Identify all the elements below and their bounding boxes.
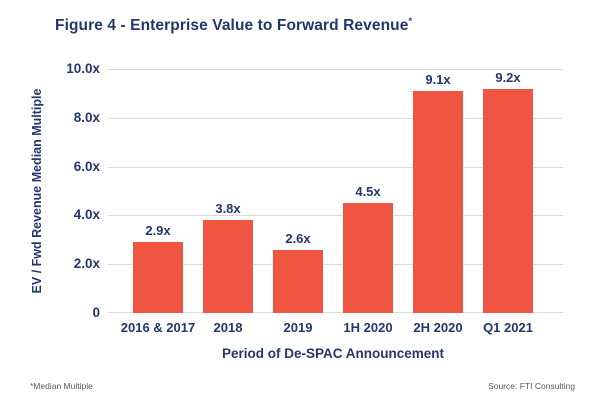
gridline	[108, 117, 563, 119]
gridline	[108, 264, 563, 266]
chart-title-superscript: *	[408, 16, 413, 26]
gridline	[108, 312, 563, 313]
x-tick-label: Q1 2021	[483, 320, 533, 335]
gridline	[108, 69, 563, 70]
bar	[483, 88, 533, 313]
y-tick-label: 6.0x	[73, 158, 100, 174]
x-axis-title: Period of De-SPAC Announcement	[221, 346, 444, 361]
chart-title-text: Figure 4 - Enterprise Value to Forward R…	[55, 17, 409, 35]
bar	[273, 249, 323, 313]
footnote: *Median Multiple	[30, 381, 93, 391]
bar-value-label: 9.1x	[425, 71, 451, 87]
gridline	[108, 166, 563, 168]
x-tick-label: 1H 2020	[343, 320, 393, 335]
chart-title: Figure 4 - Enterprise Value to Forward R…	[55, 16, 412, 35]
x-tick-label: 2019	[283, 320, 313, 335]
y-tick-label: 10.0x	[66, 61, 100, 76]
x-tick-label: 2016 & 2017	[120, 320, 196, 335]
x-tick-label: 2018	[213, 320, 243, 335]
y-tick-label: 0	[92, 305, 100, 320]
bar-value-label: 3.8x	[215, 201, 241, 217]
plot-area: 0 2.0x 4.0x 6.0x 8.0x 10.0x 2.9x 2016 & 2017 3.8…	[66, 61, 563, 335]
y-tick-label: 8.0x	[73, 109, 100, 125]
bar-value-label: 4.5x	[355, 184, 381, 200]
bar	[133, 242, 183, 313]
bar	[413, 90, 463, 313]
bar-value-label: 2.6x	[285, 230, 311, 246]
bar-value-label: 2.9x	[145, 223, 171, 239]
bar	[343, 203, 393, 313]
y-tick-label: 4.0x	[73, 207, 100, 223]
source-note: Source: FTI Consulting	[488, 381, 575, 391]
x-tick-label: 2H 2020	[413, 320, 463, 335]
gridline	[108, 215, 563, 217]
bar-value-label: 9.2x	[495, 69, 521, 85]
bar	[203, 220, 253, 313]
y-tick-label: 2.0x	[73, 256, 100, 272]
